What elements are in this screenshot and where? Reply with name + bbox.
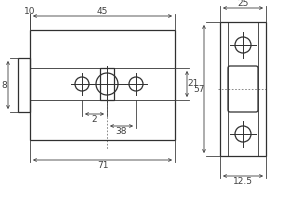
Text: 45: 45 (97, 6, 108, 16)
Text: 71: 71 (97, 162, 108, 170)
Text: 12.5: 12.5 (233, 178, 253, 186)
Bar (30, 30, 175, 140)
Text: 21: 21 (187, 79, 199, 88)
Bar (220, 22, 266, 156)
Bar (18, 58, 30, 112)
Bar (100, 68, 114, 100)
Text: 2: 2 (92, 114, 97, 123)
Text: 10: 10 (24, 6, 36, 16)
Text: 8: 8 (1, 80, 7, 90)
Text: 25: 25 (237, 0, 249, 7)
Text: 38: 38 (116, 127, 127, 136)
Text: 57: 57 (193, 84, 205, 94)
